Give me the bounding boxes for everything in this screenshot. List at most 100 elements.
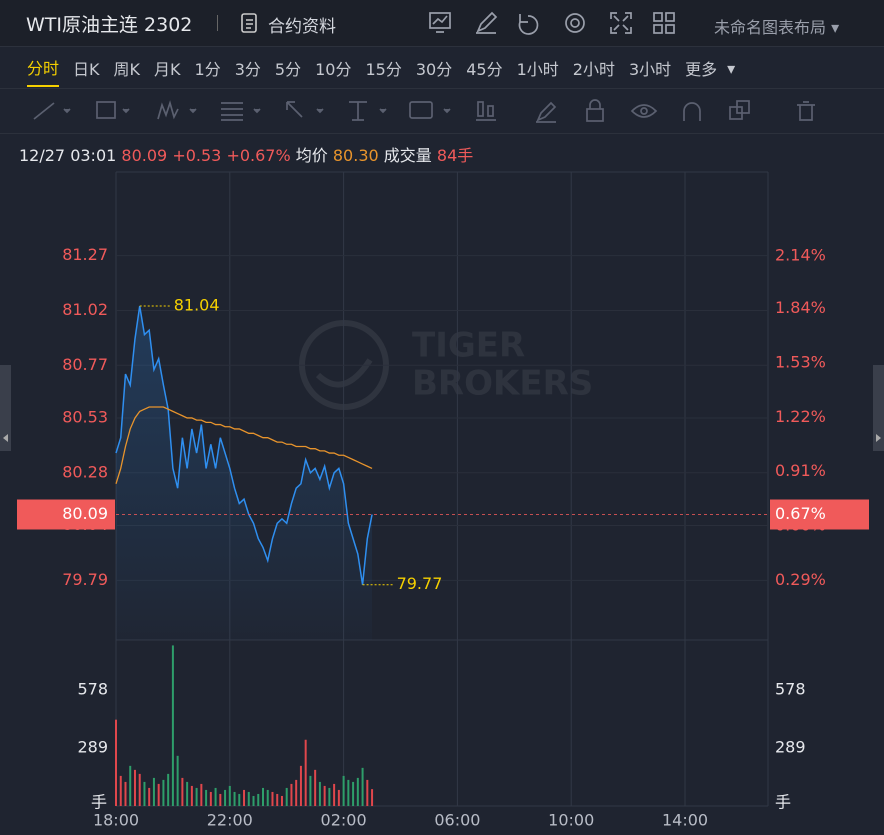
info-price: 80.09 [121,146,168,165]
y-tick-label: 80.53 [62,407,108,426]
last-price-tag [17,499,115,530]
reset-icon[interactable] [518,14,539,35]
info-volume-label: 成交量 [383,146,432,165]
period-tab[interactable]: 30分 [415,60,453,79]
indicator-icon[interactable] [429,12,451,33]
period-tab[interactable]: 更多 [685,60,718,79]
text-tool[interactable] [409,101,451,119]
volume-bar [285,787,288,806]
volume-tick-label: 289 [77,737,108,756]
contract-info[interactable]: 合约资料 [268,17,336,37]
right-collapse[interactable] [873,365,884,451]
period-tab[interactable]: 3小时 [628,60,672,79]
low-label: 79.77 [397,574,443,593]
high-label: 81.04 [174,296,220,315]
volume-bar [342,775,345,806]
delete-tool[interactable] [797,101,815,121]
candle-tool[interactable] [476,101,496,121]
period-tab[interactable]: 1分 [194,60,221,79]
volume-bar [181,777,184,806]
separator [217,15,218,31]
layer-tool[interactable] [729,100,750,120]
lock-tool[interactable] [586,99,604,122]
volume-bar [205,789,208,806]
more-arrow: ▾ [727,58,736,78]
volume-bar [323,785,326,806]
volume-bar [252,795,255,806]
fib-tool[interactable] [221,102,261,121]
period-tab[interactable]: 月K [154,60,181,79]
volume-bar [124,781,127,806]
period-tab[interactable]: 10分 [315,60,352,79]
volume-bar [195,787,198,806]
volume-bar [352,781,355,806]
volume-bar [219,793,222,806]
period-tab[interactable]: 1小时 [516,60,559,79]
brush-tool[interactable] [536,101,557,123]
period-tab[interactable]: 2小时 [572,60,615,79]
price-area [116,306,373,640]
volume-bar [333,783,336,806]
x-tick-label: 10:00 [548,811,594,830]
volume-bar [337,789,340,806]
layout-menu[interactable]: 未命名图表布局 ▾ [714,18,840,37]
volume-bar [115,719,117,806]
last-pct-label: 0.67% [775,504,826,523]
volume-bar [162,779,165,806]
left-collapse[interactable] [0,365,11,451]
volume-bar [276,793,279,806]
info-change-pct: +0.67% [226,146,291,165]
price-line [115,305,373,585]
info-avg: 80.30 [332,146,379,165]
symbol-title: WTI原油主连 2302 [26,14,193,36]
measure-tool[interactable] [349,101,387,121]
magnet-tool[interactable] [683,102,701,121]
watermark-text: TIGER [412,326,525,366]
y2-tick-label: 0.29% [775,570,826,589]
info-volume: 84手 [436,146,474,165]
period-tab[interactable]: 日K [73,60,100,79]
period-tab[interactable]: 周K [113,60,141,79]
volume-bar [119,775,122,806]
volume-bar [171,645,174,806]
top-icons [429,11,675,35]
volume-bar [148,787,151,806]
volume-bar [243,789,246,806]
volume-tick-label: 578 [77,679,108,698]
rect-tool[interactable] [96,101,130,119]
line-tool[interactable] [33,102,71,120]
layout-name: 未命名图表布局 [714,18,827,37]
period-tab[interactable]: 45分 [466,60,503,79]
settings-icon[interactable] [565,13,585,33]
draw-icon[interactable] [476,11,498,34]
doc-icon[interactable] [240,12,260,34]
volume-bar [366,779,369,806]
y2-tick-label: 2.14% [775,246,826,265]
last-price-label: 80.09 [62,504,108,523]
y2-tick-label: 1.22% [775,407,826,426]
volume-bar [200,783,203,806]
period-tab[interactable]: 分时 [27,47,60,87]
fullscreen-icon[interactable] [610,12,632,34]
volume-bar [261,787,264,806]
period-tab[interactable]: 15分 [365,60,402,79]
y2-tick-label: 1.84% [775,298,826,317]
x-tick-label: 06:00 [434,811,480,830]
x-tick-label: 14:00 [662,811,708,830]
left-arrow [3,434,8,442]
period-tab[interactable]: 5分 [274,60,302,79]
arrow-tool[interactable] [286,101,324,118]
volume-bar [318,781,321,806]
period-tab[interactable]: 3分 [234,60,261,79]
volume-bar [271,791,274,806]
volume-unit: 手 [775,793,791,812]
volume-bar [304,739,307,806]
wave-tool[interactable] [157,100,197,120]
layout-icon[interactable] [653,12,675,34]
eye-tool[interactable] [630,104,658,118]
volume-tick-label: 289 [775,737,806,756]
volume-bar [152,777,155,806]
volume-bar [290,783,293,806]
volume-bar [224,789,227,806]
